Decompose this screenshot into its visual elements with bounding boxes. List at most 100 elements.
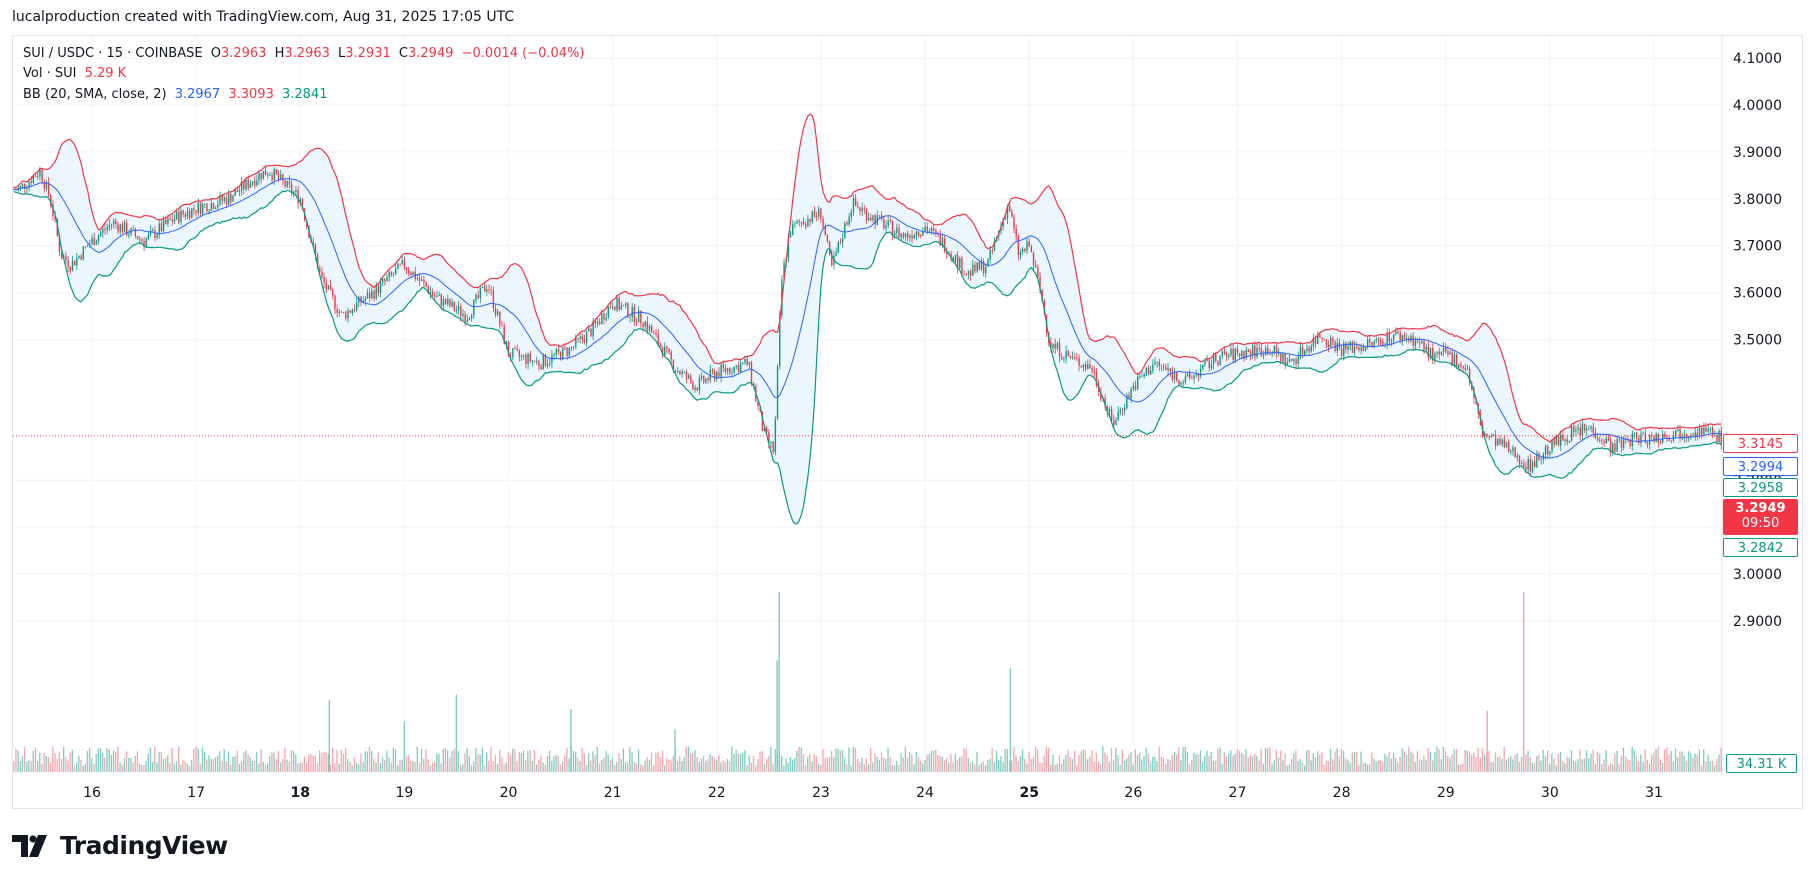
volume-bar: [772, 764, 774, 772]
volume-bar: [305, 762, 308, 772]
volume-bar: [314, 755, 316, 772]
candle-body: [1082, 364, 1085, 368]
candle-body: [436, 296, 438, 297]
candle-body: [1006, 205, 1009, 219]
candle-body: [1193, 375, 1195, 379]
candle-body: [403, 260, 406, 268]
candle-body: [249, 183, 252, 188]
volume-bar: [1464, 749, 1466, 772]
bb-label[interactable]: BB (20, SMA, close, 2): [23, 87, 167, 102]
volume-bar: [381, 757, 384, 772]
candle-body: [533, 360, 536, 362]
volume-bar: [1162, 758, 1165, 772]
volume-bar: [1197, 754, 1199, 772]
candle-body: [1147, 367, 1150, 375]
volume-bar: [594, 755, 596, 772]
volume-bar: [961, 756, 963, 772]
volume-bar: [653, 765, 655, 772]
candle-body: [1254, 345, 1256, 357]
volume-bar: [1412, 753, 1414, 772]
candle-body: [1371, 341, 1373, 348]
candle-body: [1661, 433, 1664, 443]
volume-bar: [1705, 761, 1707, 772]
tradingview-logo[interactable]: TradingView: [12, 831, 228, 860]
volume-bar: [297, 763, 299, 772]
candle-body: [186, 210, 189, 217]
volume-bar: [768, 755, 770, 772]
volume-bar: [1134, 749, 1137, 772]
volume-bar: [811, 761, 813, 772]
volume-bar: [460, 765, 462, 772]
candle-body: [282, 174, 284, 181]
candle-body: [225, 198, 228, 205]
candle-body: [1453, 354, 1456, 365]
volume-bar: [1180, 759, 1182, 772]
volume-bar: [941, 756, 943, 772]
volume-bar: [195, 746, 197, 772]
volume-spike: [778, 592, 780, 772]
volume-bar: [1165, 763, 1167, 772]
candle-body: [1384, 345, 1386, 347]
volume-bar: [1314, 757, 1317, 772]
volume-bar: [1683, 755, 1685, 772]
volume-bar: [646, 757, 648, 772]
candle-body: [1074, 356, 1076, 358]
volume-bar: [1093, 761, 1095, 772]
candle-body: [1464, 368, 1466, 370]
volume-bar: [1549, 763, 1551, 772]
candle-body: [850, 211, 853, 217]
volume-bar: [705, 760, 707, 772]
candle-body: [379, 282, 382, 293]
candle-body: [792, 224, 794, 236]
volume-bar: [945, 757, 948, 772]
volume-bar: [1583, 758, 1586, 772]
volume-bar: [292, 751, 295, 772]
candle-body: [501, 325, 503, 327]
candle-body: [761, 411, 764, 431]
volume-bar: [698, 761, 700, 772]
volume-bar: [496, 763, 499, 772]
volume-bar: [533, 749, 536, 772]
volume-bar: [689, 753, 692, 772]
candle-body: [1525, 466, 1527, 470]
volume-bar: [1063, 758, 1065, 772]
candle-body: [312, 242, 314, 244]
candle-body: [1592, 426, 1594, 433]
volume-bar: [386, 750, 388, 772]
volume-bar: [1021, 749, 1024, 772]
candle-body: [716, 371, 718, 380]
volume-bar: [874, 753, 876, 772]
volume-bar: [371, 751, 373, 772]
volume-bar: [629, 747, 631, 772]
candle-body: [1659, 442, 1662, 444]
symbol-label[interactable]: SUI / USDC · 15 · COINBASE: [23, 46, 203, 61]
volume-bar: [1451, 754, 1453, 772]
candle-body: [592, 321, 594, 337]
volume-bar: [1377, 760, 1379, 772]
volume-bar: [692, 752, 694, 772]
candle-body: [58, 235, 61, 253]
volume-bar: [956, 760, 959, 772]
volume-bar: [1473, 752, 1475, 772]
candle-body: [1011, 211, 1013, 217]
candle-body: [334, 295, 336, 310]
volume-bar: [366, 751, 369, 772]
volume-bar: [316, 763, 319, 772]
candle-body: [1618, 439, 1620, 440]
volume-bar: [607, 754, 609, 772]
candle-body: [1163, 366, 1165, 368]
volume-bar: [204, 752, 206, 772]
volume-bar: [238, 763, 241, 772]
candle-body: [269, 174, 271, 176]
volume-bar: [668, 759, 670, 772]
volume-bar: [156, 762, 158, 772]
volume-bar: [1395, 758, 1397, 772]
volume-bar: [859, 761, 861, 772]
volume-label[interactable]: Vol · SUI: [23, 66, 77, 81]
candle-body: [1486, 433, 1488, 437]
candle-body: [831, 254, 833, 266]
candle-body: [913, 235, 915, 239]
candle-body: [907, 233, 909, 238]
candle-body: [627, 303, 629, 318]
